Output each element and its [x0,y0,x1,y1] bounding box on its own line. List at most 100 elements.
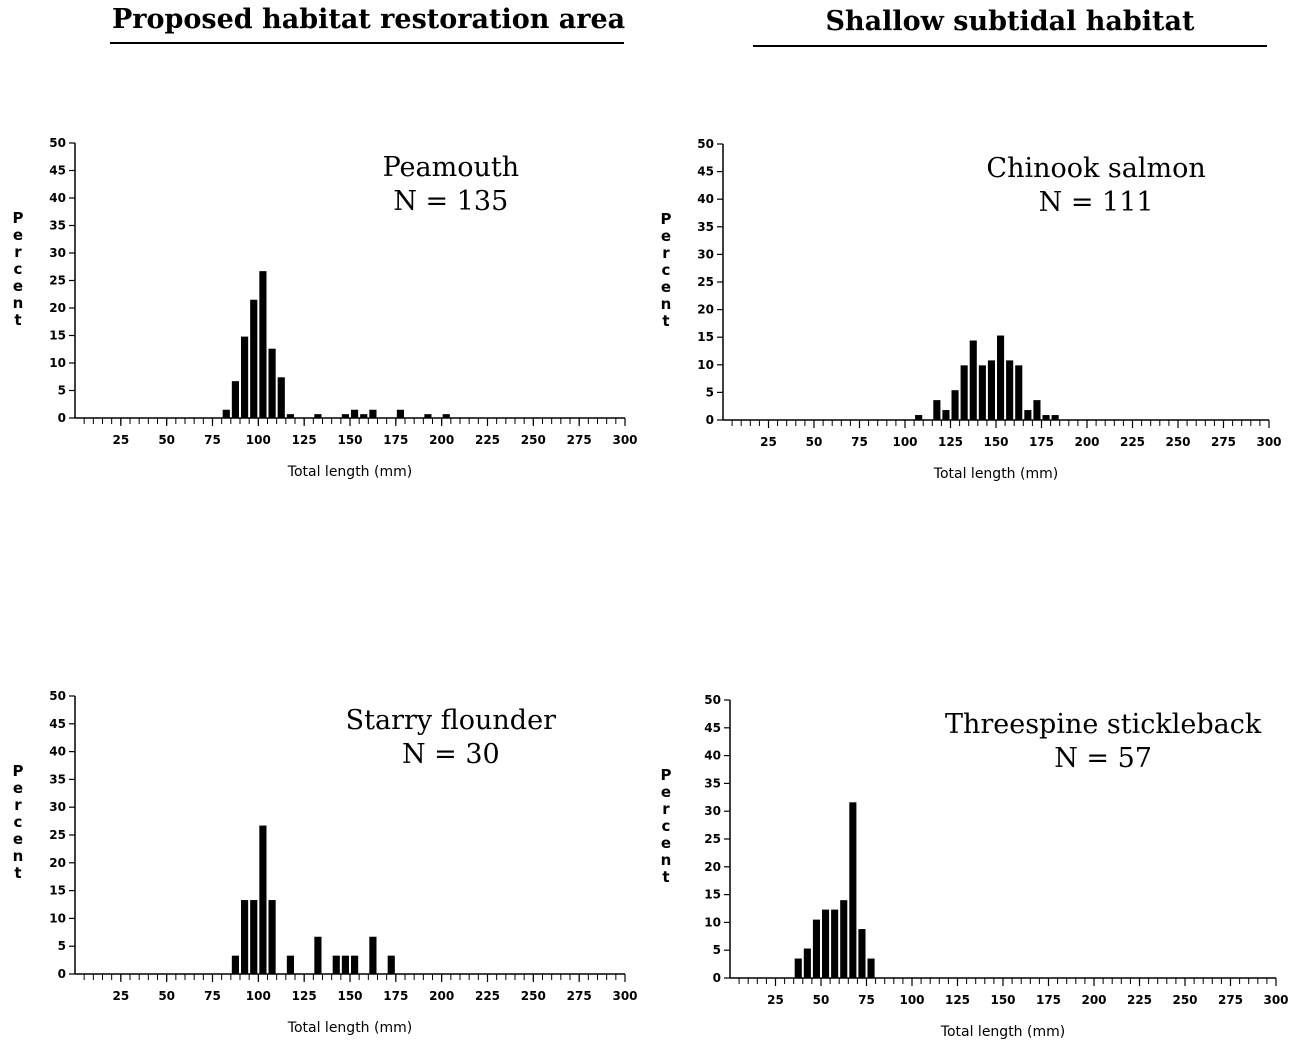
x-tick-label: 225 [1120,435,1145,449]
histogram-bar [933,400,941,420]
y-tick-label: 20 [49,301,66,315]
x-tick-label: 175 [1029,435,1054,449]
histogram-bar [987,360,995,420]
x-tick-label: 100 [246,433,271,447]
histogram-bar [831,909,839,978]
histogram-bar [369,936,377,974]
histogram-bar [997,335,1005,420]
x-tick-label: 175 [383,989,408,1003]
histogram-bar [396,409,404,418]
histogram-bar [369,409,377,418]
y-tick-label: 0 [58,411,66,425]
x-tick-label: 175 [383,433,408,447]
species-name: Starry flounder [346,705,556,736]
histogram-bar [268,348,276,418]
y-tick-label: 10 [697,358,714,372]
y-tick-label: 50 [704,693,721,707]
y-tick-label: 0 [706,413,714,427]
x-tick-label: 225 [475,989,500,1003]
y-tick-label: 10 [49,911,66,925]
histogram-bar [803,948,811,978]
histogram-bar [1024,410,1032,420]
x-tick-label: 300 [1256,435,1281,449]
species-name: Chinook salmon [986,153,1205,184]
histogram-bar [314,414,322,418]
y-tick-label: 35 [697,220,714,234]
x-tick-label: 225 [475,433,500,447]
x-tick-label: 275 [567,989,592,1003]
histogram-bar [812,919,820,978]
x-tick-label: 50 [813,993,830,1007]
x-tick-label: 225 [1127,993,1152,1007]
x-tick-label: 200 [1081,993,1106,1007]
y-tick-label: 30 [49,800,66,814]
x-tick-label: 250 [521,433,546,447]
histogram-bar [1051,415,1059,420]
histogram-bar [978,365,986,420]
histogram-bar [424,414,432,418]
y-tick-label: 25 [49,828,66,842]
x-tick-label: 125 [292,989,317,1003]
x-tick-label: 50 [158,433,175,447]
x-tick-label: 275 [1218,993,1243,1007]
sample-size: N = 135 [393,186,508,217]
y-tick-label: 0 [58,967,66,981]
histogram-bar [442,414,450,418]
heading-right: Shallow subtidal habitat [825,6,1195,37]
x-tick-label: 150 [990,993,1015,1007]
x-tick-label: 25 [112,989,129,1003]
x-axis-title: Total length (mm) [940,1024,1065,1040]
histogram-bar [250,299,258,418]
y-tick-label: 20 [704,860,721,874]
x-tick-label: 125 [938,435,963,449]
sample-size: N = 111 [1039,187,1154,218]
y-tick-label: 30 [697,247,714,261]
histogram-bar [942,410,950,420]
y-tick-label: 25 [697,275,714,289]
y-tick-label: 35 [49,219,66,233]
y-tick-label: 35 [49,772,66,786]
histogram-threespine-stickleback: 25 50 75 100 125 150 175 200 225 250 275 300 0 5 10 15 2… [661,693,1289,1040]
x-tick-label: 200 [429,989,454,1003]
y-tick-label: 15 [49,329,66,343]
x-tick-label: 25 [767,993,784,1007]
histogram-bar [314,936,322,974]
heading-right-rule [753,45,1267,47]
x-tick-label: 250 [1172,993,1197,1007]
heading-left-rule [110,42,624,44]
y-tick-label: 30 [704,804,721,818]
y-tick-label: 15 [49,884,66,898]
histogram-bar [849,802,857,978]
histogram-chinook-salmon: 25 50 75 100 125 150 175 200 225 250 275 300 0 5 10 15 2… [661,137,1282,482]
histogram-bar [268,900,276,974]
y-tick-label: 40 [697,192,714,206]
x-tick-label: 275 [567,433,592,447]
histogram-bar [915,415,923,420]
y-tick-label: 15 [697,330,714,344]
histogram-bar [387,955,395,974]
x-tick-label: 25 [112,433,129,447]
x-tick-label: 300 [612,989,637,1003]
histogram-bar [259,825,267,974]
histogram-peamouth: 25 50 75 100 125 150 175 200 225 250 275 300 0 5 10 15 2… [13,136,638,480]
x-tick-label: 125 [292,433,317,447]
x-tick-label: 125 [945,993,970,1007]
species-name: Peamouth [383,152,520,183]
y-tick-label: 40 [704,749,721,763]
x-tick-label: 75 [858,993,875,1007]
histogram-bar [1015,365,1023,420]
y-tick-label: 40 [49,745,66,759]
x-tick-label: 300 [1263,993,1288,1007]
histogram-bar [341,414,349,418]
histogram-bar [231,955,239,974]
histogram-starry-flounder: 25 50 75 100 125 150 175 200 225 250 275 300 0 5 10 15 2… [13,689,638,1036]
x-axis-title: Total length (mm) [933,466,1058,482]
y-tick-label: 50 [49,689,66,703]
histogram-bar [241,900,249,974]
y-tick-label: 25 [49,274,66,288]
histogram-bar [241,336,249,418]
